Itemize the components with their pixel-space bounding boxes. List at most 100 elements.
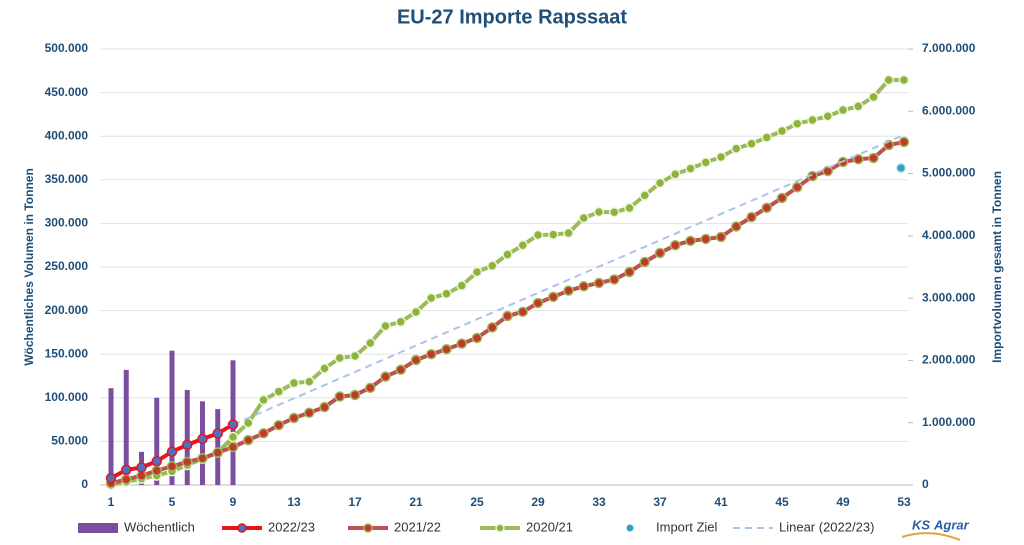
marker <box>746 211 757 223</box>
legend-swatch <box>237 523 247 533</box>
marker <box>166 446 178 457</box>
x-tick-label: 37 <box>653 495 667 509</box>
marker <box>517 306 528 318</box>
y-tick-label: 350.000 <box>45 172 89 186</box>
marker <box>517 239 528 251</box>
x-tick-label: 9 <box>230 495 237 509</box>
legend-swatch <box>495 523 505 533</box>
y-tick-label: 0 <box>81 477 88 491</box>
marker <box>563 285 574 296</box>
marker <box>471 266 483 278</box>
marker <box>700 233 711 245</box>
marker <box>868 152 879 164</box>
y2-tick-label: 1.000.000 <box>922 415 976 429</box>
marker <box>868 91 879 103</box>
marker <box>121 474 132 485</box>
marker <box>731 143 742 154</box>
marker <box>212 428 223 439</box>
marker <box>502 249 513 260</box>
marker <box>685 235 696 247</box>
marker <box>593 206 605 218</box>
marker <box>853 101 864 112</box>
x-tick-label: 33 <box>592 495 606 509</box>
marker <box>898 136 910 148</box>
chart-title: EU-27 Importe Rapssaat <box>397 6 627 28</box>
marker <box>624 202 635 214</box>
legend-swatch <box>626 524 634 532</box>
y-tick-label: 150.000 <box>45 346 89 360</box>
marker <box>639 256 650 268</box>
marker <box>792 118 803 129</box>
y-tick-label: 100.000 <box>45 390 89 404</box>
bar <box>123 369 129 485</box>
marker <box>456 280 467 291</box>
y2-tick-label: 6.000.000 <box>922 103 976 117</box>
marker <box>349 350 361 362</box>
marker <box>334 352 345 364</box>
marker <box>685 163 696 174</box>
marker <box>670 168 681 180</box>
y2-tick-label: 4.000.000 <box>922 228 976 242</box>
legend-label: Import Ziel <box>656 519 718 534</box>
marker <box>578 212 589 224</box>
y-tick-label: 300.000 <box>45 216 89 230</box>
marker <box>319 363 330 374</box>
marker <box>792 182 803 193</box>
marker <box>898 74 910 86</box>
marker <box>700 157 711 168</box>
marker <box>548 229 559 240</box>
y-tick-label: 50.000 <box>51 434 88 448</box>
marker <box>746 138 757 149</box>
marker <box>837 104 849 116</box>
marker <box>136 462 147 473</box>
x-tick-label: 29 <box>531 495 545 509</box>
marker <box>593 277 605 289</box>
bar <box>154 397 160 485</box>
bar <box>108 388 114 485</box>
marker <box>395 316 406 328</box>
marker <box>182 439 193 451</box>
marker <box>487 322 498 333</box>
bar <box>169 350 175 485</box>
marker <box>487 260 498 272</box>
y-tick-label: 200.000 <box>45 303 89 317</box>
legend-label: 2020/21 <box>526 519 573 534</box>
legend-label: 2022/23 <box>268 519 315 534</box>
x-tick-label: 13 <box>287 495 301 509</box>
marker <box>654 247 666 259</box>
bar <box>184 389 190 485</box>
marker <box>639 190 650 201</box>
y2-axis-label: Importvolumen gesamt in Tonnen <box>990 171 1004 363</box>
x-tick-label: 17 <box>348 495 362 509</box>
x-tick-label: 49 <box>836 495 850 509</box>
logo-text: KS <box>912 517 930 532</box>
marker <box>380 371 391 382</box>
marker <box>273 419 284 431</box>
marker <box>532 229 544 241</box>
marker <box>410 354 422 366</box>
marker <box>563 227 574 239</box>
marker <box>349 389 361 401</box>
bar <box>215 409 221 485</box>
marker <box>776 125 788 137</box>
marker <box>670 239 681 251</box>
legend-label: 2021/22 <box>394 519 441 534</box>
y-tick-label: 450.000 <box>45 85 89 99</box>
marker <box>151 465 162 476</box>
legend-swatch <box>78 523 118 533</box>
legend-swatch <box>363 523 373 533</box>
marker <box>715 231 727 243</box>
marker <box>441 288 452 300</box>
y-tick-label: 250.000 <box>45 259 89 273</box>
marker <box>365 337 376 349</box>
marker <box>380 320 391 332</box>
legend-label: Wöchentlich <box>124 519 195 534</box>
marker <box>654 177 666 189</box>
marker <box>609 274 620 285</box>
marker <box>304 407 315 418</box>
x-tick-label: 1 <box>108 495 115 509</box>
marker <box>548 291 559 303</box>
marker <box>288 377 300 389</box>
marker <box>731 221 742 232</box>
x-tick-label: 53 <box>897 495 911 509</box>
